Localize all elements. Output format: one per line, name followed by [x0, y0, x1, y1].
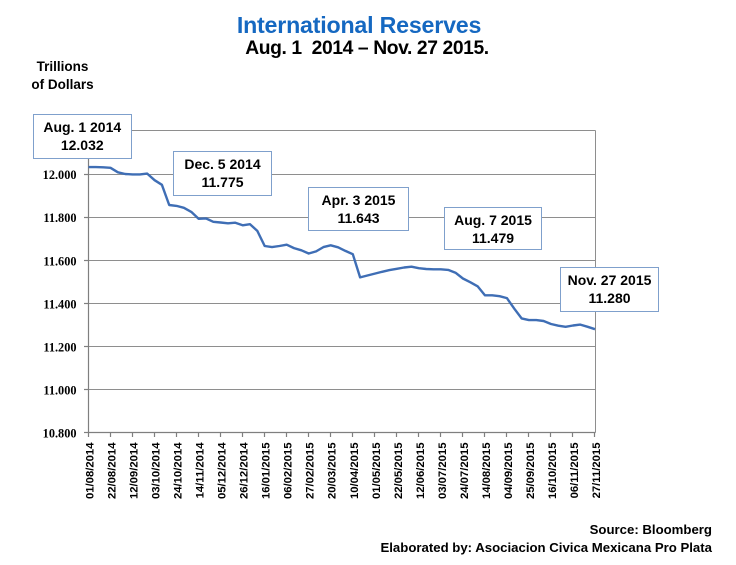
svg-text:14/11/2014: 14/11/2014	[195, 442, 207, 499]
svg-text:11.200: 11.200	[43, 341, 76, 355]
svg-text:27/11/2015: 27/11/2015	[591, 443, 603, 499]
svg-text:27/02/2015: 27/02/2015	[305, 443, 317, 500]
svg-text:24/07/2015: 24/07/2015	[459, 443, 471, 500]
svg-text:22/05/2015: 22/05/2015	[393, 443, 405, 500]
svg-text:11.400: 11.400	[43, 297, 76, 311]
svg-text:01/05/2015: 01/05/2015	[371, 443, 383, 500]
svg-text:10/04/2015: 10/04/2015	[349, 443, 361, 500]
svg-text:05/12/2014: 05/12/2014	[217, 442, 229, 499]
svg-text:12/06/2015: 12/06/2015	[415, 443, 427, 500]
svg-text:26/12/2014: 26/12/2014	[239, 442, 251, 499]
svg-text:04/09/2015: 04/09/2015	[503, 443, 515, 500]
svg-text:06/11/2015: 06/11/2015	[569, 443, 581, 499]
svg-text:24/10/2014: 24/10/2014	[173, 442, 185, 499]
svg-text:11.000: 11.000	[43, 384, 76, 398]
svg-text:11.800: 11.800	[43, 211, 76, 225]
svg-text:03/07/2015: 03/07/2015	[437, 443, 449, 500]
svg-text:11.600: 11.600	[43, 254, 76, 268]
svg-text:25/09/2015: 25/09/2015	[525, 443, 537, 500]
svg-text:14/08/2015: 14/08/2015	[481, 443, 493, 500]
svg-text:03/10/2014: 03/10/2014	[151, 442, 163, 499]
svg-text:12/09/2014: 12/09/2014	[129, 442, 141, 499]
svg-text:10.800: 10.800	[43, 427, 77, 441]
svg-text:01/08/2014: 01/08/2014	[85, 442, 97, 499]
svg-text:06/02/2015: 06/02/2015	[283, 443, 295, 500]
svg-text:20/03/2015: 20/03/2015	[327, 443, 339, 500]
svg-text:16/01/2015: 16/01/2015	[261, 443, 273, 500]
svg-text:16/10/2015: 16/10/2015	[547, 443, 559, 500]
svg-text:12.000: 12.000	[43, 168, 77, 182]
svg-text:22/08/2014: 22/08/2014	[107, 442, 119, 499]
